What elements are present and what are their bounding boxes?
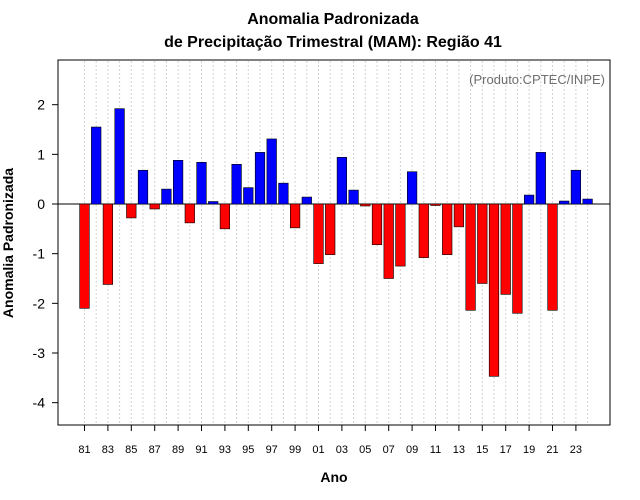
- bar-2024: [582, 198, 593, 205]
- x-tick-label-89: 89: [172, 444, 184, 456]
- x-tick-label-83: 83: [102, 444, 114, 456]
- bar-2018: [512, 203, 523, 314]
- plot-frame: [57, 59, 611, 426]
- grid-lines: [84, 61, 589, 424]
- bar-2021: [547, 203, 558, 311]
- bar-1993: [219, 203, 231, 230]
- x-tick-label-05: 05: [359, 444, 371, 456]
- bar-1984: [114, 108, 125, 205]
- x-tick-label-15: 15: [476, 444, 488, 456]
- bar-2007: [383, 203, 394, 279]
- x-tick-label-11: 11: [430, 444, 441, 456]
- x-tick-label-03: 03: [336, 444, 348, 456]
- bar-2013: [453, 203, 465, 228]
- x-tick-label-13: 13: [453, 444, 465, 456]
- bar-2003: [336, 157, 348, 205]
- bar-1983: [102, 203, 113, 285]
- x-tick-label-81: 81: [78, 444, 90, 456]
- bar-1996: [254, 152, 266, 205]
- bar-1982: [91, 126, 102, 205]
- bar-1991: [196, 162, 207, 205]
- x-tick-label-19: 19: [523, 444, 535, 456]
- x-tick-label-07: 07: [383, 444, 395, 456]
- chart-subtitle: de Precipitação Trimestral (MAM): Região…: [164, 34, 502, 51]
- bar-1985: [126, 203, 137, 219]
- y-tick-label--3: -3: [33, 345, 46, 361]
- x-tick-label-23: 23: [570, 444, 582, 456]
- y-tick-label--4: -4: [33, 395, 46, 411]
- x-tick-label-01: 01: [312, 444, 324, 456]
- bar-2004: [348, 189, 359, 205]
- bar-2009: [406, 171, 418, 205]
- x-tick-label-17: 17: [500, 444, 512, 456]
- bar-2022: [559, 200, 570, 205]
- chart-title: Anomalia Padronizada: [247, 11, 419, 28]
- bar-1986: [137, 169, 149, 205]
- bar-2001: [313, 203, 324, 264]
- x-tick-label-85: 85: [125, 444, 137, 456]
- bar-1997: [266, 138, 277, 205]
- bar-1989: [173, 160, 184, 205]
- y-tick-label--1: -1: [33, 246, 46, 262]
- bar-2005: [360, 203, 371, 207]
- bar-2000: [301, 196, 312, 205]
- bar-2014: [465, 203, 476, 311]
- y-axis: -4 -3 -2 -1 0 1 2: [33, 97, 58, 411]
- bar-1995: [243, 187, 254, 205]
- bar-1990: [184, 203, 195, 224]
- bars: [79, 108, 593, 377]
- bar-1998: [278, 182, 289, 205]
- x-tick-label-99: 99: [289, 444, 301, 456]
- bar-2006: [371, 203, 383, 246]
- y-tick-label-1: 1: [37, 146, 45, 162]
- bar-1988: [161, 188, 172, 205]
- y-tick-label-2: 2: [37, 97, 45, 113]
- bar-1994: [231, 163, 242, 205]
- bar-2011: [430, 203, 441, 206]
- bar-1992: [208, 201, 219, 205]
- bar-2008: [395, 203, 406, 267]
- x-axis: 81 83 85 87 89 91 93 95 97 99 01 03 05 07 09 11 13 15 17 19…: [78, 425, 582, 456]
- x-axis-label: Ano: [320, 469, 347, 485]
- x-tick-label-95: 95: [242, 444, 254, 456]
- bar-1999: [289, 203, 301, 229]
- y-axis-label: Anomalia Padronizada: [0, 168, 16, 318]
- bar-2002: [325, 203, 336, 255]
- x-tick-label-97: 97: [266, 444, 278, 456]
- bar-2012: [442, 203, 453, 255]
- y-tick-label-0: 0: [37, 196, 45, 212]
- x-tick-label-21: 21: [546, 444, 558, 456]
- bar-2019: [523, 194, 535, 205]
- bar-2010: [418, 203, 429, 258]
- bar-2023: [570, 169, 581, 205]
- bar-2016: [488, 203, 500, 377]
- chart-annotation: (Produto:CPTEC/INPE): [469, 72, 605, 87]
- bar-2017: [500, 203, 511, 295]
- bar-1987: [149, 203, 160, 210]
- x-tick-label-91: 91: [195, 444, 207, 456]
- bar-2015: [477, 203, 488, 284]
- bar-2020: [535, 152, 546, 205]
- x-tick-label-09: 09: [406, 444, 418, 456]
- x-tick-label-93: 93: [219, 444, 231, 456]
- y-tick-label--2: -2: [33, 295, 46, 311]
- x-tick-label-87: 87: [149, 444, 161, 456]
- bar-1981: [79, 203, 90, 309]
